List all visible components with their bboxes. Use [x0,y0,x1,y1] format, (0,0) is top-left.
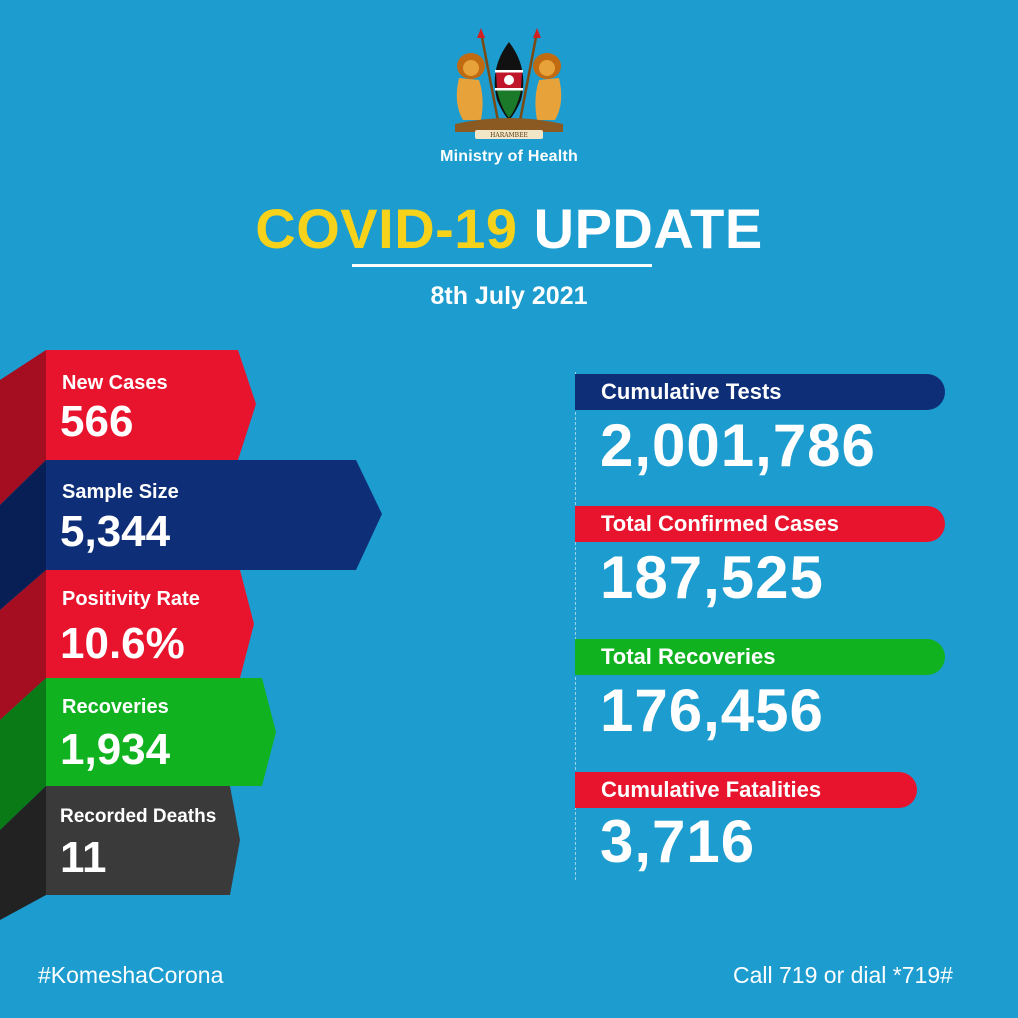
cumulative-fatalities-label: Cumulative Fatalities [575,772,917,808]
ribbon-new-cases [46,350,256,460]
cumulative-tests-label: Cumulative Tests [575,374,945,410]
coat-of-arms-emblem: HARAMBEE [455,28,563,139]
total-confirmed-cases-value: 187,525 [600,544,824,611]
ribbon-recorded-deaths [46,786,240,895]
sample-size-label: Sample Size [62,481,179,503]
total-recoveries-label: Total Recoveries [575,639,945,675]
update-date: 8th July 2021 [430,282,588,310]
hashtag: #KomeshaCorona [38,962,224,988]
sample-size-value: 5,344 [60,507,171,556]
daily-ribbons-graphic [0,350,382,920]
new-cases-value: 566 [60,397,134,446]
ribbon-fold-deaths [0,786,46,920]
ribbon-fold-sample-size [0,460,46,610]
ribbon-fold-recoveries [0,678,46,830]
ministry-name: Ministry of Health [440,148,578,165]
ribbon-fold-positivity [0,570,46,720]
recorded-deaths-label: Recorded Deaths [60,806,217,827]
cumulative-fatalities-value: 3,716 [600,808,756,875]
hotline-info: Call 719 or dial *719# [733,962,953,988]
recoveries-label: Recoveries [62,696,169,718]
vertical-divider [575,372,576,880]
ribbon-recoveries [46,678,276,786]
recoveries-value: 1,934 [60,725,171,774]
ribbon-fold-new-cases [0,350,46,505]
title-divider [352,264,652,267]
total-recoveries-value: 176,456 [600,677,824,744]
ribbon-positivity-rate [46,570,254,678]
title-covid: COVID-19 [255,197,518,260]
recorded-deaths-value: 11 [60,833,107,882]
emblem-motto-text: HARAMBEE [490,132,528,139]
title-update: UPDATE [533,197,763,260]
cumulative-tests-value: 2,001,786 [600,412,876,479]
ribbon-sample-size [46,460,382,570]
page-title: COVID-19 UPDATE [0,196,1018,262]
total-confirmed-cases-label: Total Confirmed Cases [575,506,945,542]
new-cases-label: New Cases [62,372,168,394]
positivity-rate-value: 10.6% [60,619,185,668]
positivity-rate-label: Positivity Rate [62,588,200,610]
